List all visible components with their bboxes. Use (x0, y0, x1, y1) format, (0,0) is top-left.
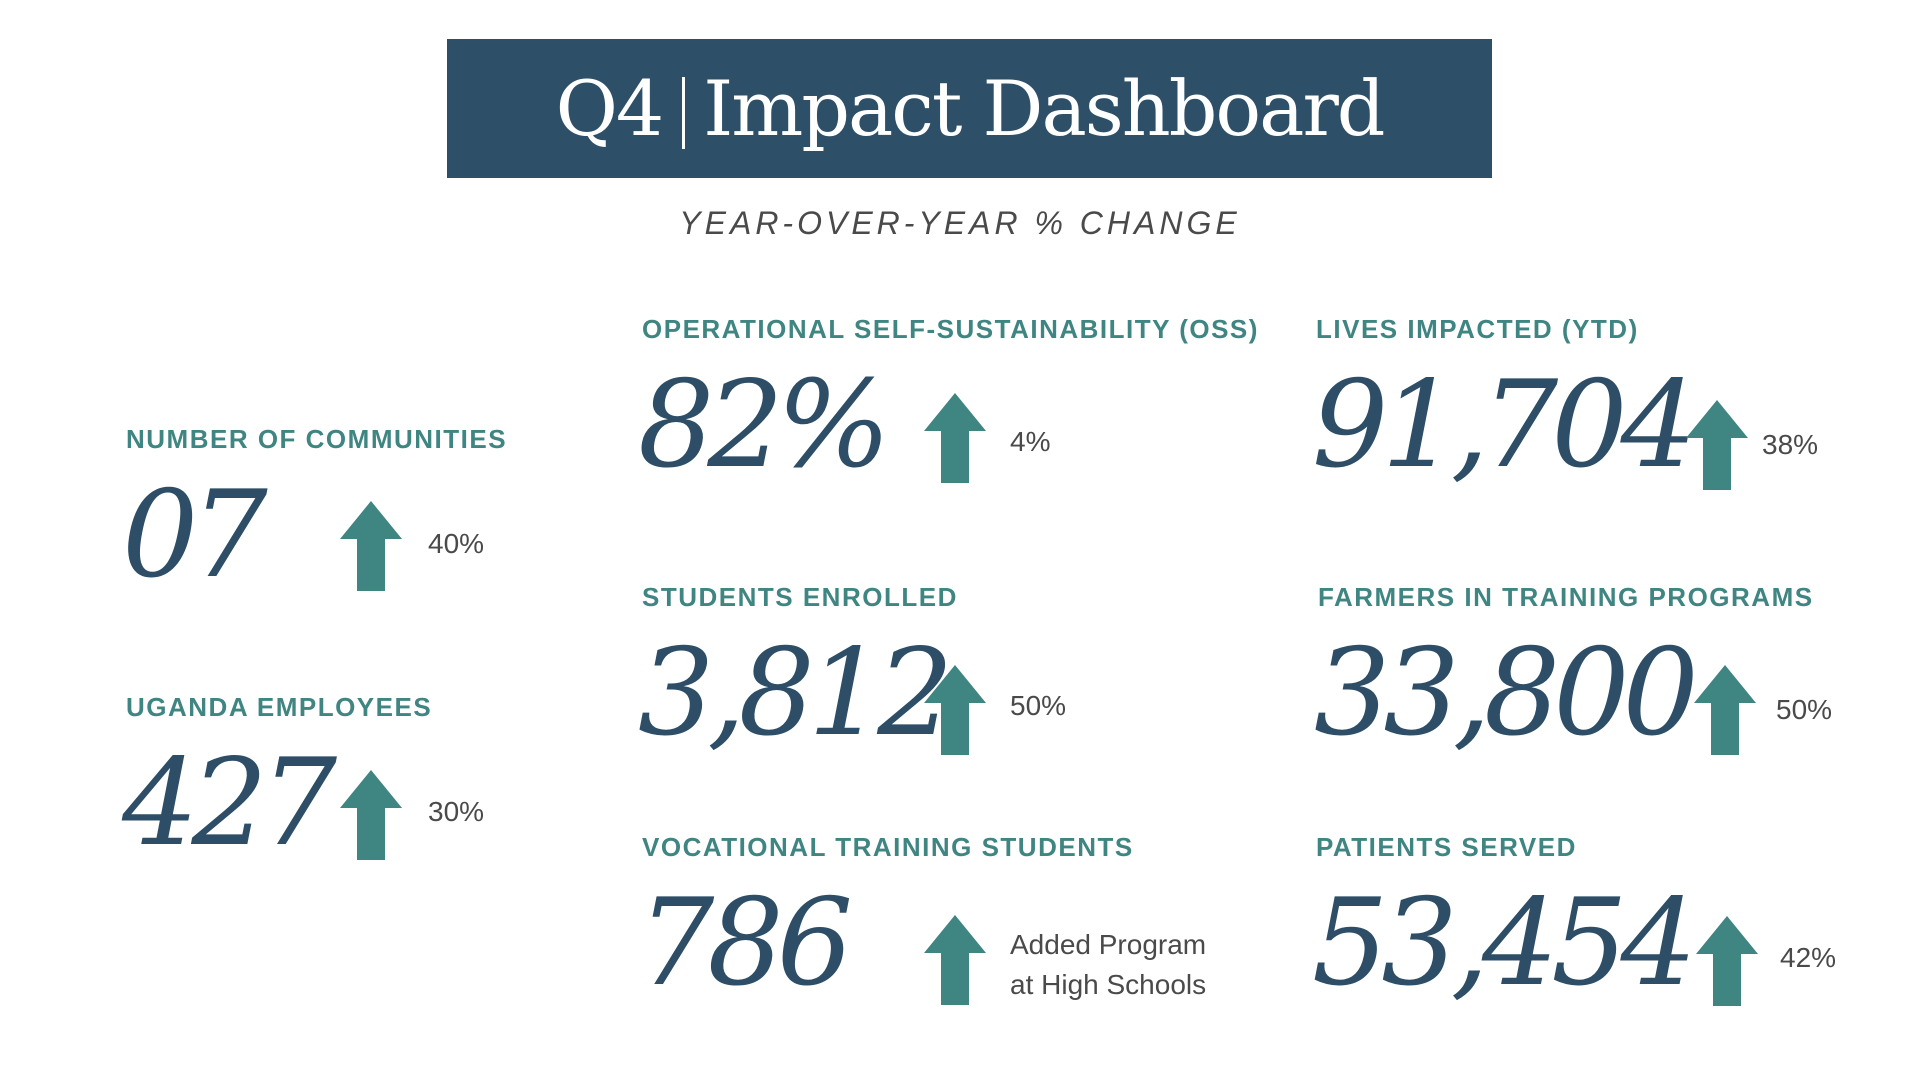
metric-change: 30% (428, 796, 485, 827)
title-bar: Q4 Impact Dashboard (447, 39, 1492, 178)
metric-value: 33,800 (1314, 624, 1699, 763)
arrow-up-icon (1696, 916, 1758, 1006)
subtitle: YEAR-OVER-YEAR % CHANGE (679, 205, 1241, 241)
arrow-up-icon (340, 501, 402, 591)
metric-value: 427 (122, 734, 337, 873)
metric-value: 53,454 (1312, 874, 1697, 1013)
metric-label: FARMERS IN TRAINING PROGRAMS (1318, 582, 1814, 612)
metric-change: 42% (1780, 942, 1837, 973)
note-line-1: Added Program (1010, 929, 1207, 960)
arrow-up-icon (924, 393, 986, 483)
title-quarter: Q4 (555, 64, 665, 153)
title-text: Impact Dashboard (703, 64, 1385, 153)
note-line-2: at High Schools (1010, 969, 1207, 1000)
metric-label: NUMBER OF COMMUNITIES (126, 424, 508, 454)
metric-change: 4% (1010, 426, 1051, 457)
metric-label: LIVES IMPACTED (YTD) (1316, 314, 1639, 344)
arrow-up-icon (340, 770, 402, 860)
metric-label: OPERATIONAL SELF-SUSTAINABILITY (OSS) (642, 314, 1259, 344)
metric-change: 50% (1776, 694, 1833, 725)
metric-label: PATIENTS SERVED (1316, 832, 1577, 862)
arrow-up-icon (1686, 400, 1748, 490)
metric-change-note: Added Program at High Schools (1010, 925, 1206, 1005)
metric-change: 40% (428, 528, 485, 559)
arrow-up-icon (924, 915, 986, 1005)
title-divider (682, 76, 686, 149)
metric-label: STUDENTS ENROLLED (642, 582, 958, 612)
metric-value: 3,812 (638, 624, 954, 763)
metric-label: UGANDA EMPLOYEES (126, 692, 433, 722)
metric-value: 07 (122, 466, 268, 605)
metric-value: 82% (638, 356, 891, 495)
metric-value: 91,704 (1312, 356, 1697, 495)
metric-label: VOCATIONAL TRAINING STUDENTS (642, 832, 1134, 862)
metric-value: 786 (638, 874, 853, 1013)
metric-change: 50% (1010, 690, 1067, 721)
arrow-up-icon (924, 665, 986, 755)
arrow-up-icon (1694, 665, 1756, 755)
metric-change: 38% (1762, 429, 1819, 460)
